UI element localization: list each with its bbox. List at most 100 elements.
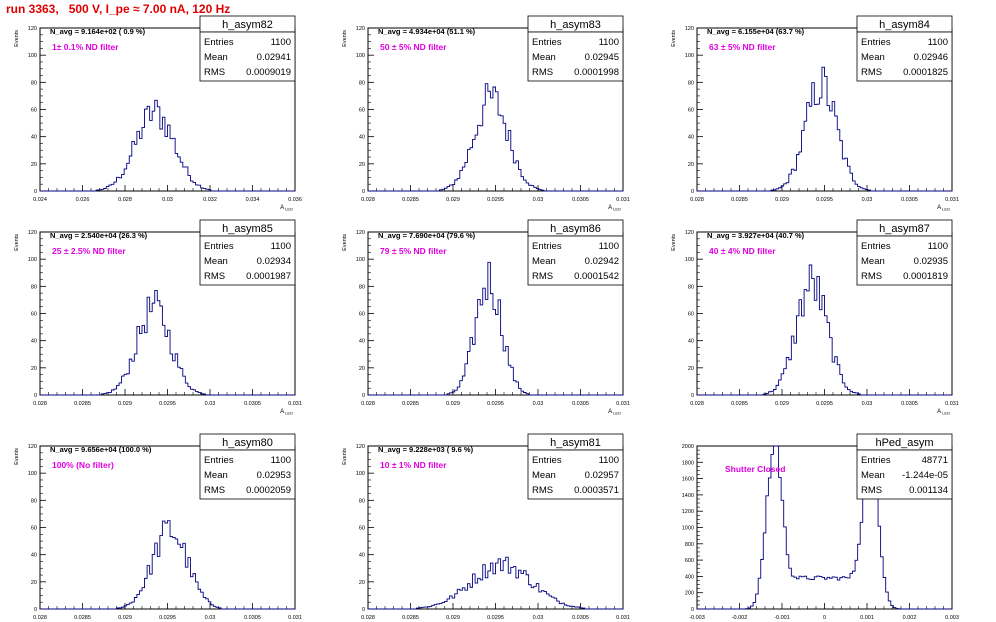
x-tick-label: 0.024 xyxy=(33,197,47,203)
stats-title: h_asym85 xyxy=(222,223,273,235)
y-tick-label: 120 xyxy=(28,26,37,32)
stats-key: Mean xyxy=(204,256,228,267)
y-tick-label: 80 xyxy=(359,80,365,86)
y-tick-label: 40 xyxy=(688,135,694,141)
x-axis-label: A LED xyxy=(937,409,950,416)
x-tick-label: 0.03 xyxy=(205,615,216,621)
x-tick-label: 0.0305 xyxy=(572,197,589,203)
x-tick-label: 0.0285 xyxy=(731,197,748,203)
stats-title: h_asym87 xyxy=(879,223,930,235)
x-tick-label: 0 xyxy=(823,615,826,621)
stats-key: RMS xyxy=(861,67,882,78)
x-tick-label: 0.029 xyxy=(446,401,460,407)
y-tick-label: 80 xyxy=(359,284,365,290)
filter-label: Shutter Closed xyxy=(725,464,785,474)
y-axis-label: Events xyxy=(342,234,348,251)
navg-label: N_avg = 6.155e+04 (63.7 %) xyxy=(707,27,805,36)
x-tick-label: 0.031 xyxy=(945,197,959,203)
x-tick-label: -0.002 xyxy=(732,615,748,621)
y-tick-label: 400 xyxy=(685,574,694,580)
y-tick-label: 120 xyxy=(356,230,365,236)
stats-value: 0.0001987 xyxy=(246,271,291,282)
stats-title: h_asym82 xyxy=(222,19,273,31)
x-tick-label: 0.028 xyxy=(33,401,47,407)
stats-key: RMS xyxy=(532,67,553,78)
stats-box xyxy=(856,235,953,286)
x-tick-label: 0.03 xyxy=(205,401,216,407)
y-tick-label: 100 xyxy=(685,257,694,263)
y-tick-label: 0 xyxy=(691,189,694,195)
histogram-panel-2: 0 20 40 60 80 100 120 0.028 0.0285 0.029 0.0295 0.0… xyxy=(342,15,630,212)
x-tick-label: 0.031 xyxy=(616,615,630,621)
y-tick-label: 20 xyxy=(359,366,365,372)
x-axis-label: A LED xyxy=(280,409,293,416)
stats-box xyxy=(527,235,624,286)
stats-key: RMS xyxy=(861,271,882,282)
stats-value: 0.0001542 xyxy=(574,271,619,282)
x-tick-label: 0.028 xyxy=(118,197,132,203)
x-tick-label: 0.0285 xyxy=(402,401,419,407)
stats-value: 0.0001998 xyxy=(574,67,619,78)
stats-box xyxy=(199,235,296,286)
stats-key: RMS xyxy=(532,485,553,496)
stats-box xyxy=(856,31,953,82)
histogram-outline xyxy=(40,290,295,396)
y-tick-label: 0 xyxy=(691,393,694,399)
x-tick-label: 0.029 xyxy=(446,197,460,203)
x-tick-label: 0.003 xyxy=(945,615,959,621)
stats-value: 0.0001819 xyxy=(903,271,948,282)
y-tick-label: 40 xyxy=(31,553,37,559)
x-axis-label: A LED xyxy=(280,205,293,212)
x-axis-label: A LED xyxy=(937,205,950,212)
x-tick-label: 0.031 xyxy=(616,197,630,203)
stats-title: h_asym84 xyxy=(879,19,930,31)
stats-box xyxy=(527,449,624,500)
x-tick-label: 0.028 xyxy=(33,615,47,621)
y-tick-label: 100 xyxy=(356,257,365,263)
stats-key: Mean xyxy=(204,470,228,481)
y-tick-label: 0 xyxy=(362,393,365,399)
y-tick-label: 40 xyxy=(688,339,694,345)
x-tick-label: 0.001 xyxy=(860,615,874,621)
x-tick-label: 0.03 xyxy=(162,197,173,203)
y-tick-label: 2000 xyxy=(682,444,694,450)
y-tick-label: 20 xyxy=(359,162,365,168)
y-axis-label: Events xyxy=(14,234,20,251)
y-tick-label: 60 xyxy=(31,312,37,318)
y-tick-label: 20 xyxy=(31,366,37,372)
stats-value: 0.02934 xyxy=(257,256,291,267)
y-tick-label: 0 xyxy=(362,189,365,195)
y-tick-label: 120 xyxy=(28,444,37,450)
y-tick-label: 60 xyxy=(359,526,365,532)
stats-value: 0.02953 xyxy=(257,470,291,481)
stats-key: Entries xyxy=(532,241,562,252)
stats-title: hPed_asym xyxy=(875,437,933,449)
y-tick-label: 1000 xyxy=(682,526,694,532)
stats-title: h_asym81 xyxy=(550,437,601,449)
y-tick-label: 0 xyxy=(362,607,365,613)
navg-label: N_avg = 3.927e+04 (40.7 %) xyxy=(707,231,805,240)
filter-label: 79 ± 5% ND filter xyxy=(380,246,447,256)
y-tick-label: 120 xyxy=(685,26,694,32)
x-tick-label: 0.0305 xyxy=(244,615,261,621)
y-tick-label: 40 xyxy=(359,135,365,141)
navg-label: N_avg = 7.690e+04 (79.6 %) xyxy=(378,231,476,240)
x-tick-label: 0.028 xyxy=(690,197,704,203)
filter-label: 63 ± 5% ND filter xyxy=(709,42,776,52)
y-tick-label: 800 xyxy=(685,542,694,548)
y-tick-label: 1200 xyxy=(682,509,694,515)
navg-label: N_avg = 9.164e+02 ( 0.9 %) xyxy=(50,27,146,36)
stats-value: 0.02941 xyxy=(257,52,291,63)
stats-key: Entries xyxy=(532,455,562,466)
y-tick-label: 0 xyxy=(34,393,37,399)
stats-value: 1100 xyxy=(928,37,948,48)
stats-value: 0.02946 xyxy=(914,52,948,63)
x-tick-label: 0.036 xyxy=(288,197,302,203)
y-tick-label: 60 xyxy=(359,108,365,114)
y-axis-label: Events xyxy=(671,30,677,47)
x-tick-label: 0.0285 xyxy=(731,401,748,407)
histogram-panel-9: 0 200 400 600 800 1000 1200 1400 1600 1800 2000 -0.… xyxy=(682,433,959,621)
stats-value: 0.02942 xyxy=(585,256,619,267)
y-tick-label: 60 xyxy=(31,526,37,532)
